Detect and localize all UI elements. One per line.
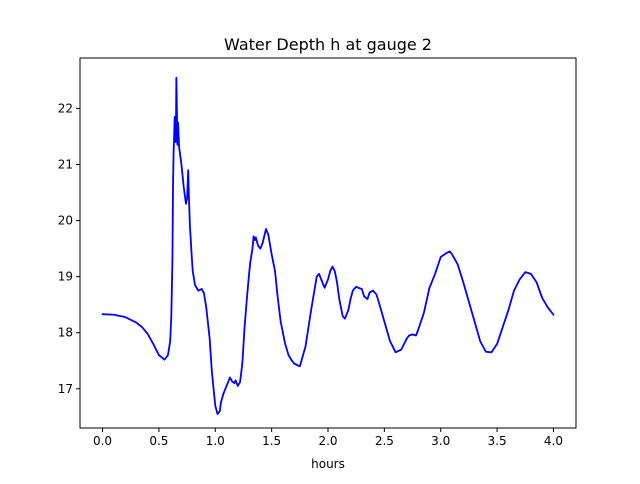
chart-title: Water Depth h at gauge 2 <box>224 35 432 54</box>
y-tick-label: 22 <box>58 101 73 115</box>
y-tick-label: 19 <box>58 270 73 284</box>
y-tick-label: 17 <box>58 382 73 396</box>
x-tick-label: 1.5 <box>262 434 281 448</box>
y-tick-label: 18 <box>58 326 73 340</box>
plot-area <box>101 76 555 415</box>
x-tick-label: 1.0 <box>206 434 225 448</box>
x-tick-label: 0.0 <box>93 434 112 448</box>
y-tick-label: 20 <box>58 214 73 228</box>
x-axis-label: hours <box>311 457 345 471</box>
y-tick-label: 21 <box>58 158 73 172</box>
series-line-0 <box>101 76 555 415</box>
x-tick-label: 4.0 <box>544 434 563 448</box>
x-axis-ticks: 0.0 0.5 1.0 1.5 2.0 2.5 3.0 3.5 4.0 <box>93 428 563 448</box>
x-tick-label: 2.5 <box>375 434 394 448</box>
x-tick-label: 3.5 <box>488 434 507 448</box>
x-tick-label: 3.0 <box>431 434 450 448</box>
axes-frame <box>79 57 577 429</box>
x-tick-label: 0.5 <box>149 434 168 448</box>
y-axis-ticks: 17 18 19 20 21 22 <box>58 101 80 396</box>
x-tick-label: 2.0 <box>318 434 337 448</box>
